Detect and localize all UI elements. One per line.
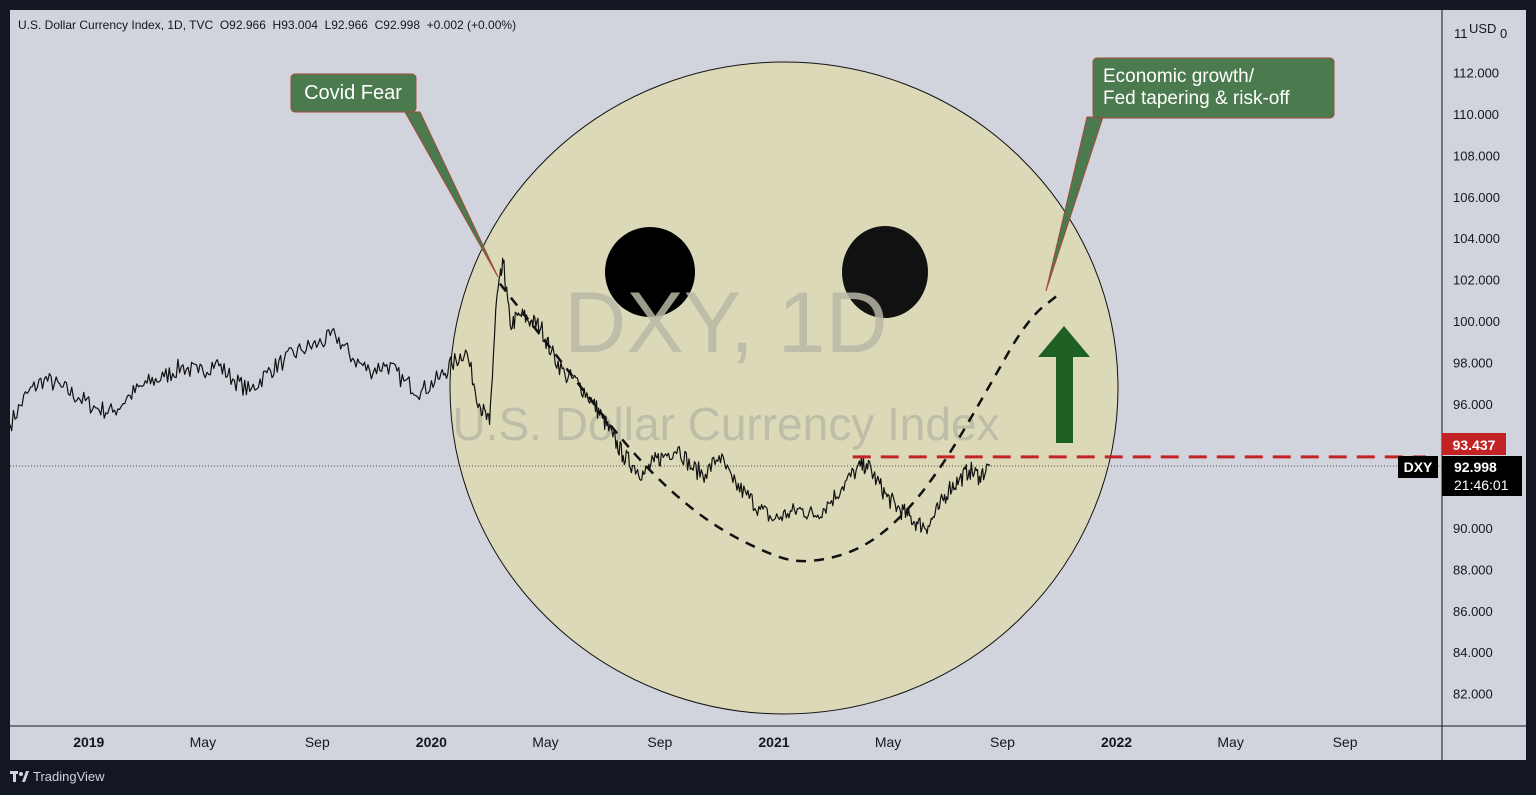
covid-callout-text: Covid Fear (304, 82, 402, 104)
time-tick-label: 2022 (1101, 734, 1132, 750)
econ-callout-line1: Economic growth/ (1103, 66, 1255, 87)
ticker-tag-text: DXY (1404, 459, 1433, 475)
last-price-text: 92.998 (1454, 459, 1497, 475)
time-tick-label: 2020 (416, 734, 447, 750)
tradingview-logo-icon[interactable] (10, 771, 29, 782)
price-axis-background[interactable] (1442, 10, 1526, 726)
time-tick-label: Sep (647, 734, 672, 750)
smiley-face[interactable] (449, 61, 1119, 715)
price-tick-label: 100.000 (1453, 314, 1500, 329)
top-partial-tick: 11 (1454, 26, 1468, 41)
time-axis-ticks: 2019 May Sep 2020 May Sep 2021 May Sep 2022 May Sep (73, 734, 1357, 750)
symbol-legend[interactable]: U.S. Dollar Currency Index, 1D, TVC O92.… (18, 18, 516, 32)
time-tick-label: May (1217, 734, 1243, 750)
drawing-overlays (498, 282, 1426, 563)
time-tick-label: Sep (305, 734, 330, 750)
price-tick-label: 82.000 (1453, 687, 1493, 702)
time-axis-background[interactable] (10, 726, 1526, 760)
smile-dashed-curve (498, 282, 1063, 563)
time-tick-label: Sep (990, 734, 1015, 750)
tradingview-brand[interactable]: TradingView (33, 769, 105, 784)
price-tick-label: 112.000 (1453, 66, 1499, 81)
econ-callout-line2: Fed tapering & risk-off (1103, 88, 1290, 109)
ticker-tag[interactable] (1398, 456, 1438, 478)
price-tick-label: 102.000 (1453, 273, 1500, 288)
price-series-layer (9, 257, 991, 535)
price-tick-label: 86.000 (1453, 604, 1493, 619)
price-tick-label: 106.000 (1453, 190, 1500, 205)
time-tick-label: May (190, 734, 216, 750)
time-tick-label: May (875, 734, 901, 750)
price-tick-label: 108.000 (1453, 148, 1500, 163)
resistance-price-text: 93.437 (1453, 437, 1496, 453)
up-arrow-icon[interactable] (1038, 326, 1090, 443)
time-tick-label: 2021 (758, 734, 789, 750)
smiley-right-eye[interactable] (842, 226, 928, 318)
time-tick-label: May (532, 734, 558, 750)
covid-callout-box[interactable] (290, 73, 417, 113)
price-tick-label: 110.000 (1453, 107, 1499, 122)
smiley-left-eye[interactable] (605, 227, 695, 317)
price-tick-label: 90.000 (1453, 521, 1493, 536)
econ-callout-box[interactable] (1092, 57, 1335, 119)
price-tick-label: 96.000 (1453, 397, 1493, 412)
last-price-badge[interactable] (1442, 456, 1522, 496)
countdown-text: 21:46:01 (1454, 477, 1509, 493)
watermark-description: U.S. Dollar Currency Index (452, 398, 999, 450)
price-tick-label: 104.000 (1453, 231, 1500, 246)
top-partial-tick-2: 0 (1500, 26, 1507, 41)
price-tick-label: 84.000 (1453, 645, 1493, 660)
resistance-price-badge[interactable] (1442, 433, 1506, 455)
dxy-price-line (9, 257, 991, 535)
time-tick-label: 2019 (73, 734, 104, 750)
currency-label[interactable]: USD (1469, 21, 1496, 36)
time-tick-label: Sep (1333, 734, 1358, 750)
price-tick-label: 98.000 (1453, 355, 1493, 370)
price-tick-label: 88.000 (1453, 562, 1493, 577)
watermark-symbol: DXY, 1D (564, 275, 887, 371)
